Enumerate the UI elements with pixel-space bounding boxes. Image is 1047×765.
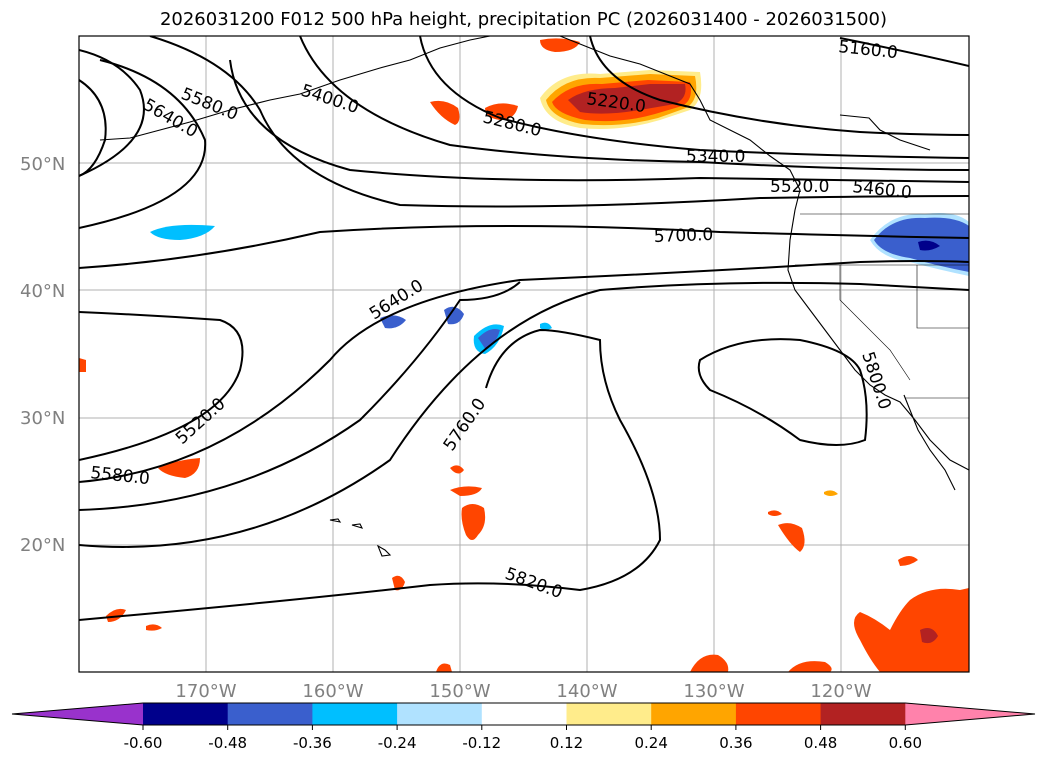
colorbar-tick-label: -0.60 (124, 734, 163, 752)
lon-label: 160°W (302, 681, 363, 702)
coastlines (99, 36, 969, 557)
contour-label: 5340.0 (686, 147, 745, 167)
map-border (78, 35, 970, 673)
colorbar-extend-max (905, 703, 1035, 725)
colorbar-segment (397, 703, 483, 725)
lon-label: 140°W (556, 681, 617, 702)
colorbar-segment (651, 703, 737, 725)
lon-label: 150°W (429, 681, 490, 702)
contour-label: 5520.0 (770, 177, 829, 197)
map-title: 2026031200 F012 500 hPa height, precipit… (159, 9, 888, 30)
colorbar-segment (566, 703, 652, 725)
lat-label: 50°N (20, 154, 65, 175)
colorbar-segment (227, 703, 313, 725)
colorbar-tick-label: 0.24 (634, 734, 667, 752)
precip-negative (150, 213, 969, 354)
colorbar-tick-label: -0.24 (378, 734, 417, 752)
height-contours (79, 36, 969, 621)
colorbar-tick-label: 0.12 (550, 734, 583, 752)
colorbar-tick-label: 0.60 (889, 734, 922, 752)
colorbar-segment (481, 703, 567, 725)
colorbar-segment (735, 703, 822, 725)
colorbar: -0.60 -0.48 -0.36 -0.24 -0.12 0.12 0.24 0.36 0.4… (11, 702, 1036, 752)
colorbar-tick-label: -0.48 (208, 734, 247, 752)
colorbar-segment (312, 703, 398, 725)
lat-label: 30°N (20, 408, 65, 429)
contour-label: 5700.0 (653, 225, 713, 247)
lat-label: 40°N (20, 281, 65, 302)
precip-positive (79, 38, 969, 672)
lon-label: 170°W (175, 681, 236, 702)
lon-label: 130°W (683, 681, 744, 702)
map-panel (79, 36, 969, 672)
lon-label: 120°W (810, 681, 871, 702)
colorbar-segment (143, 703, 229, 725)
colorbar-tick-label: -0.12 (462, 734, 501, 752)
colorbar-tick-label: 0.48 (804, 734, 837, 752)
colorbar-segment (820, 703, 906, 725)
colorbar-tick-label: -0.36 (293, 734, 332, 752)
lat-label: 20°N (20, 535, 65, 556)
lon-labels: 170°W 160°W 150°W 140°W 130°W 120°W (175, 681, 871, 702)
colorbar-tick-label: 0.36 (719, 734, 752, 752)
lat-labels: 50°N 40°N 30°N 20°N (20, 154, 65, 556)
colorbar-extend-min (12, 703, 143, 725)
